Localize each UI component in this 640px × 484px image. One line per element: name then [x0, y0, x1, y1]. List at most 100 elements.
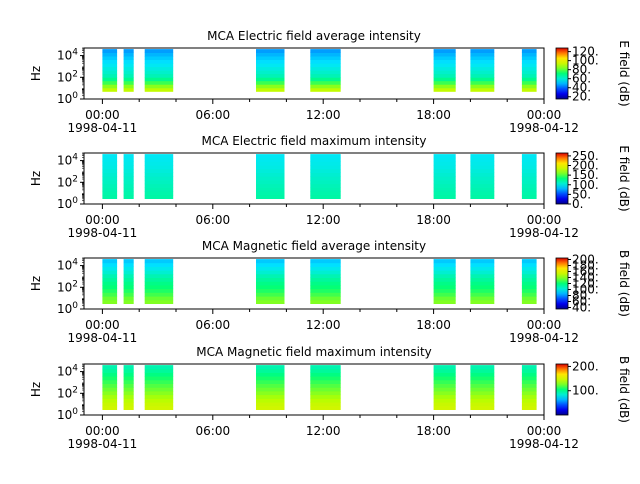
spectrum-cell [144, 191, 174, 196]
spectrum-cell [470, 365, 495, 370]
spectrum-cell [470, 161, 495, 166]
colorbar-tick-label: 200. [572, 253, 599, 267]
colorbar-label: E field (dB) [617, 145, 631, 211]
data-interval [123, 154, 134, 199]
colorbar-tick-label: 100. [572, 283, 599, 297]
spectrum-cell [310, 161, 341, 166]
spectrum-cell [123, 281, 134, 286]
spectrum-cell [102, 176, 118, 181]
spectrum-cell [256, 266, 285, 271]
spectrum-cell [144, 277, 174, 282]
spectrum-cell [123, 161, 134, 166]
spectrum-cell [433, 59, 456, 64]
data-interval [433, 259, 456, 304]
spectrum-cell [102, 194, 118, 199]
spectrum-cell [144, 66, 174, 71]
y-tick-label: 102 [57, 385, 78, 400]
spectrum-cell [470, 165, 495, 170]
spectrum-cell [256, 398, 285, 403]
spectrum-cell [433, 154, 456, 159]
chart-title: MCA Electric field maximum intensity [201, 134, 426, 148]
spectrum-cell [256, 281, 285, 286]
data-interval [470, 365, 495, 410]
axes-frame [83, 257, 545, 310]
spectrum-cell [521, 296, 537, 301]
spectrum-cell [310, 394, 341, 399]
spectrum-cell [256, 383, 285, 388]
spectrum-cell [310, 368, 341, 373]
spectrum-cell [433, 176, 456, 181]
spectrum-cell [256, 270, 285, 275]
spectrum-cell [521, 66, 537, 71]
spectrum-cell [102, 387, 118, 392]
spectrum-cell [144, 398, 174, 403]
spectrum-cell [256, 368, 285, 373]
spectrum-cell [521, 187, 537, 192]
spectrum-cell [433, 63, 456, 68]
spectrum-cell [470, 402, 495, 407]
spectrum-cell [310, 157, 341, 162]
spectrum-cell [102, 84, 118, 89]
spectrum-cell [470, 262, 495, 267]
spectrum-cell [123, 379, 134, 384]
spectrum-cell [256, 387, 285, 392]
spectrum-cell [144, 187, 174, 192]
spectrum-cell [102, 281, 118, 286]
spectrum-cell [433, 285, 456, 290]
spectrum-cell [521, 70, 537, 75]
x-tick-date-label: 1998-04-11 [68, 121, 138, 135]
spectrum-cell [144, 154, 174, 159]
spectrum-cell [256, 405, 285, 410]
spectrum-cell [521, 194, 537, 199]
spectrum-cell [256, 183, 285, 188]
colorbar-label: B field (dB) [617, 356, 631, 423]
spectrum-cell [521, 191, 537, 196]
x-tick-label: 12:00 [306, 318, 341, 332]
spectrum-cell [433, 266, 456, 271]
y-tick-label: 104 [57, 153, 78, 168]
spectrum-cell [256, 292, 285, 297]
y-axis-label: Hz [29, 276, 43, 291]
spectrum-cell [102, 87, 118, 92]
spectrum-cell [102, 49, 118, 53]
spectrum-cell [310, 52, 341, 57]
spectrum-cell [470, 299, 495, 304]
data-interval [433, 365, 456, 410]
colorbar-tick-label: 40. [572, 81, 591, 95]
y-axis-label: Hz [29, 382, 43, 397]
spectrum-cell [310, 299, 341, 304]
spectrum-cell [144, 376, 174, 381]
spectrum-cell [310, 168, 341, 173]
spectrum-cell [102, 296, 118, 301]
spectrum-cell [123, 194, 134, 199]
spectrum-cell [102, 273, 118, 278]
spectrum-cell [433, 73, 456, 78]
spectrum-cell [470, 379, 495, 384]
data-interval [433, 49, 456, 92]
spectrum-cell [470, 394, 495, 399]
colorbar [555, 47, 569, 100]
spectrum-cell [256, 52, 285, 57]
spectrum-cell [521, 87, 537, 92]
spectrum-cell [144, 59, 174, 64]
spectrum-cell [102, 365, 118, 370]
spectrum-cell [470, 52, 495, 57]
x-tick-date-label: 1998-04-12 [509, 437, 579, 451]
y-tick-label: 100 [57, 91, 78, 106]
spectrum-cell [123, 172, 134, 177]
colorbar-tick-label: 60. [572, 72, 591, 86]
spectrum-cell [256, 288, 285, 293]
spectrum-cell [310, 56, 341, 60]
spectrum-cell [123, 183, 134, 188]
spectrum-cell [433, 296, 456, 301]
spectrum-cell [123, 70, 134, 75]
y-axis-label: Hz [29, 66, 43, 81]
spectrum-cell [521, 80, 537, 85]
spectrum-cell [123, 398, 134, 403]
spectrum-cell [433, 52, 456, 57]
spectrum-cell [521, 281, 537, 286]
spectrum-cell [521, 161, 537, 166]
spectrum-cell [521, 273, 537, 278]
spectrum-cell [256, 154, 285, 159]
y-tick-label: 102 [57, 279, 78, 294]
